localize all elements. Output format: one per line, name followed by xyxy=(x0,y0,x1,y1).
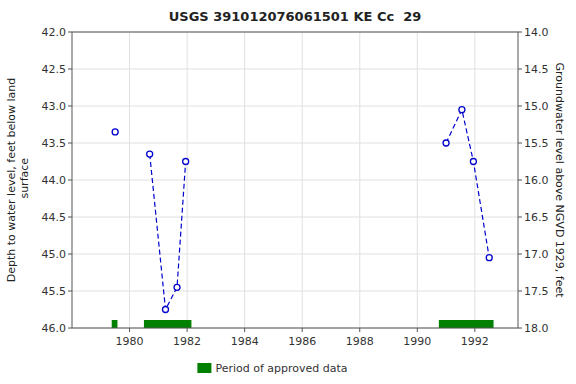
grid-line xyxy=(72,143,518,144)
tick-label: 43.5 xyxy=(42,137,67,150)
grid-line xyxy=(72,180,518,181)
tick-label: 1982 xyxy=(173,335,201,348)
tick-label: 1980 xyxy=(116,335,144,348)
tick xyxy=(302,328,303,332)
tick-label: 42.0 xyxy=(42,26,67,39)
approved-period xyxy=(112,320,118,328)
tick-label: 43.0 xyxy=(42,100,67,113)
y2-axis: 18.0 17.5 17.0 16.5 16.0 15.5 15.0 14.5 14.0 xyxy=(518,26,549,335)
point xyxy=(459,107,465,113)
title: USGS 391012076061501 KE Cc 29 xyxy=(169,9,422,24)
point xyxy=(443,140,449,146)
grid-line xyxy=(72,217,518,218)
y-axis-label: Depth to water level, feet below land su… xyxy=(5,78,31,283)
tick xyxy=(68,254,72,255)
tick-label: 45.5 xyxy=(42,285,67,298)
tick xyxy=(187,328,188,332)
tick xyxy=(474,328,475,332)
tick xyxy=(244,328,245,332)
legend-label: Period of approved data xyxy=(215,362,347,375)
tick-label: 16.5 xyxy=(524,211,549,224)
tick-label: 46.0 xyxy=(42,322,67,335)
background xyxy=(0,0,576,384)
tick xyxy=(68,106,72,107)
tick xyxy=(518,106,522,107)
y-axis: 42.0 42.5 43.0 43.5 44.0 44.5 45.0 45.5 46.0 xyxy=(42,26,73,335)
line xyxy=(150,110,490,310)
tick-label: 1984 xyxy=(231,335,259,348)
grid-line xyxy=(72,254,518,255)
approved-period xyxy=(439,320,494,328)
tick-label: 14.0 xyxy=(524,26,549,39)
tick xyxy=(68,328,72,329)
point xyxy=(163,307,169,313)
tick xyxy=(518,69,522,70)
tick xyxy=(359,328,360,332)
plot-area xyxy=(112,107,494,328)
label-line: surface xyxy=(18,158,31,202)
tick xyxy=(68,180,72,181)
tick xyxy=(518,143,522,144)
tick xyxy=(68,32,72,33)
grid-line xyxy=(72,291,518,292)
tick-label: 15.0 xyxy=(524,100,549,113)
tick-label: 18.0 xyxy=(524,322,549,335)
tick-label: 45.0 xyxy=(42,248,67,261)
tick xyxy=(68,217,72,218)
grid xyxy=(72,32,518,328)
tick-label: 14.5 xyxy=(524,63,549,76)
legend-swatch xyxy=(197,363,211,373)
x-axis: 1980 1982 1984 1986 1988 1990 1992 xyxy=(116,328,489,348)
chart: 1980 1982 1984 1986 1988 1990 1992 42.0 42.5 43.0… xyxy=(0,0,576,384)
grid-line xyxy=(72,106,518,107)
point xyxy=(174,284,180,290)
point xyxy=(470,159,476,165)
tick xyxy=(129,328,130,332)
tick xyxy=(417,328,418,332)
tick xyxy=(518,217,522,218)
tick-label: 44.0 xyxy=(42,174,67,187)
tick xyxy=(518,328,522,329)
label-line: Depth to water level, feet below land xyxy=(5,78,18,283)
tick-label: 1992 xyxy=(461,335,489,348)
point xyxy=(486,255,492,261)
point xyxy=(112,129,118,135)
tick-label: 1988 xyxy=(346,335,374,348)
tick xyxy=(518,180,522,181)
point xyxy=(147,151,153,157)
tick-label: 16.0 xyxy=(524,174,549,187)
legend: Period of approved data xyxy=(197,362,347,375)
tick xyxy=(518,291,522,292)
y2-axis-label: Groundwater level above NGVD 1929, feet xyxy=(553,62,566,298)
approved-period xyxy=(144,320,191,328)
plot-frame xyxy=(72,32,518,328)
grid-line xyxy=(72,69,518,70)
tick xyxy=(68,291,72,292)
tick-label: 44.5 xyxy=(42,211,67,224)
tick xyxy=(518,32,522,33)
tick-label: 17.0 xyxy=(524,248,549,261)
tick xyxy=(68,69,72,70)
tick-label: 42.5 xyxy=(42,63,67,76)
tick xyxy=(68,143,72,144)
tick xyxy=(518,254,522,255)
tick-label: 1986 xyxy=(288,335,316,348)
tick-label: 15.5 xyxy=(524,137,549,150)
point xyxy=(183,159,189,165)
tick-label: 17.5 xyxy=(524,285,549,298)
tick-label: 1990 xyxy=(403,335,431,348)
